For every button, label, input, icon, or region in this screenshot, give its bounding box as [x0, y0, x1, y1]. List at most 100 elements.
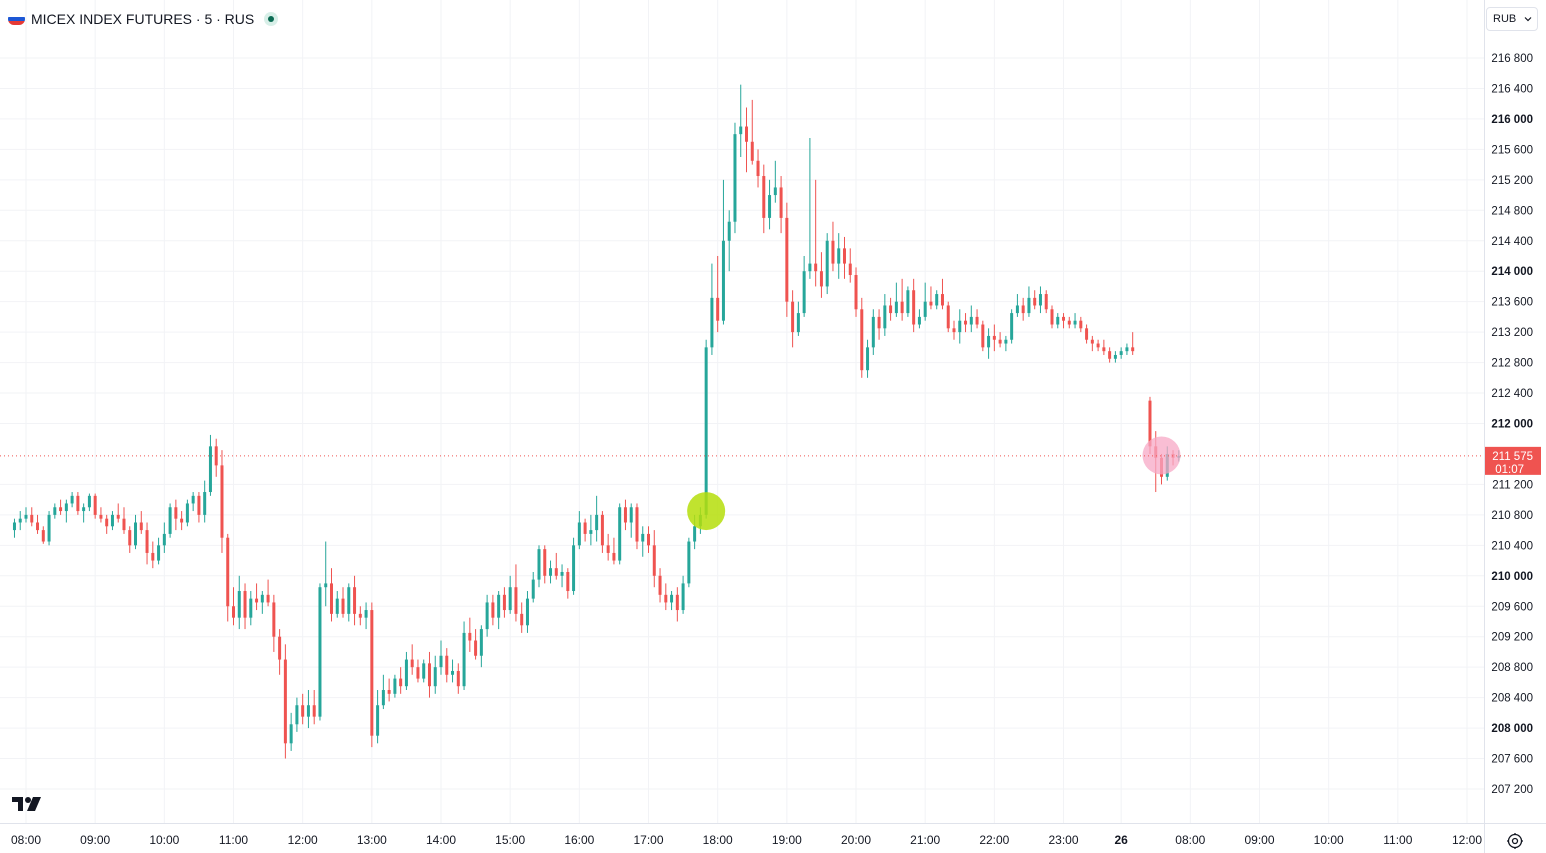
candle [491, 594, 495, 626]
candle-body [854, 275, 858, 310]
candle [162, 522, 166, 553]
candle-body [157, 545, 161, 561]
candle [900, 278, 904, 321]
candle [255, 583, 259, 611]
candle-body [162, 533, 166, 546]
candle [249, 591, 253, 626]
candle [451, 659, 455, 683]
candle [387, 678, 391, 702]
candle [1062, 313, 1066, 329]
tradingview-logo-icon[interactable] [12, 796, 44, 812]
symbol-legend[interactable]: MICEX INDEX FUTURES · 5 · RUS [8, 8, 279, 30]
candle-body [1131, 347, 1135, 352]
candle-body [664, 594, 668, 603]
candle [468, 617, 472, 652]
candle-body [1113, 354, 1117, 359]
price-tick-label: 214 400 [1491, 236, 1533, 248]
candle [191, 492, 195, 512]
candle [1044, 290, 1048, 314]
candle-body [998, 339, 1002, 344]
candle [1004, 335, 1008, 352]
candle [952, 320, 956, 340]
time-tick-label: 26 [1114, 833, 1128, 847]
price-axis[interactable]: 216 800 216 400 216 000 215 600 215 200 214 8… [1484, 0, 1534, 853]
candle-body [185, 503, 189, 523]
candle [30, 507, 34, 527]
candle-body [825, 240, 829, 287]
candle [600, 511, 604, 553]
candle [295, 697, 299, 732]
price-tick-label: 208 000 [1491, 723, 1533, 735]
candle-body [900, 301, 904, 314]
price-tick-label: 207 200 [1491, 784, 1533, 796]
candle-body [831, 240, 835, 264]
candle-body [70, 495, 74, 504]
candle [796, 301, 800, 336]
candle-body [116, 514, 120, 519]
candle [894, 282, 898, 317]
candle [12, 518, 16, 538]
candle [877, 309, 881, 340]
candle [110, 511, 114, 531]
candle [1073, 313, 1077, 329]
candle [122, 507, 126, 534]
time-axis[interactable]: 08:00 09:00 10:00 11:00 12:00 13:00 14:00 15:00… [0, 823, 1546, 848]
candle-body [24, 514, 28, 519]
candle [232, 587, 236, 626]
candle-body [946, 305, 950, 329]
candle [802, 255, 806, 317]
candle-body [1119, 351, 1123, 355]
market-open-dot-icon[interactable] [264, 12, 279, 26]
candle-body [600, 514, 604, 546]
candle [502, 587, 506, 618]
candle-body [531, 579, 535, 599]
candle-body [704, 347, 708, 515]
candle-body [36, 522, 40, 531]
candle [1102, 339, 1106, 355]
candle [554, 552, 558, 580]
gear-icon[interactable] [1505, 831, 1525, 851]
candle [203, 480, 207, 523]
candle [583, 518, 587, 542]
candle [479, 625, 483, 668]
candle [768, 179, 772, 230]
currency-selector[interactable]: RUB [1486, 7, 1538, 31]
candle [848, 248, 852, 283]
candle [560, 564, 564, 588]
candle-body [110, 514, 114, 527]
candle-body [1004, 339, 1008, 344]
candle [105, 514, 109, 534]
candle [612, 537, 616, 565]
candle-body [30, 514, 34, 523]
candle-body [1079, 320, 1083, 329]
candle [975, 309, 979, 329]
candle [53, 503, 57, 519]
candle-body [197, 495, 201, 515]
candle [595, 495, 599, 542]
candle-body [93, 495, 97, 515]
candle [139, 511, 143, 534]
candle [36, 514, 40, 534]
candle [18, 511, 22, 531]
candle [208, 434, 212, 496]
candle [353, 575, 357, 626]
candle-body [606, 545, 610, 553]
candle-body [145, 530, 149, 553]
candle-body [151, 552, 155, 561]
candle-body [341, 598, 345, 614]
candle [226, 533, 230, 622]
candle-body [762, 176, 766, 218]
candle-body [1027, 297, 1031, 314]
candle [151, 541, 155, 569]
candle [1119, 347, 1123, 359]
candle [543, 545, 547, 584]
candle-body [306, 705, 310, 717]
candle [1085, 324, 1089, 344]
candle-body [410, 659, 414, 668]
candle-body [1148, 400, 1152, 447]
candle-body [687, 541, 691, 584]
candle-body [203, 492, 207, 515]
price-tick-label: 212 000 [1491, 419, 1533, 431]
candle-body [940, 294, 944, 306]
